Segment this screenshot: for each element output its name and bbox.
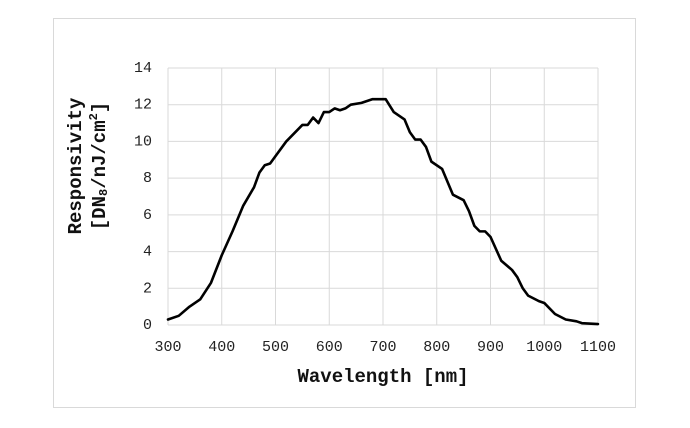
y-axis-title-line: Responsivity xyxy=(65,97,87,234)
y-tick-label: 0 xyxy=(143,317,152,334)
x-tick-label: 600 xyxy=(316,339,343,356)
x-tick-label: 900 xyxy=(477,339,504,356)
text: [DN xyxy=(89,196,111,230)
y-tick-label: 14 xyxy=(134,60,152,77)
text: ] xyxy=(89,102,111,113)
x-tick-label: 700 xyxy=(369,339,396,356)
y-tick-label: 6 xyxy=(143,207,152,224)
x-tick-label: 800 xyxy=(423,339,450,356)
x-tick-label: 400 xyxy=(208,339,235,356)
x-tick-label: 500 xyxy=(262,339,289,356)
subscript: 8 xyxy=(97,189,111,196)
y-tick-label: 4 xyxy=(143,244,152,261)
y-tick-label: 12 xyxy=(134,97,152,114)
x-tick-label: 1000 xyxy=(526,339,562,356)
y-axis-title-line: [DN8/nJ/cm2] xyxy=(87,102,111,230)
y-tick-label: 8 xyxy=(143,170,152,187)
x-axis-title: Wavelength [nm] xyxy=(297,366,468,388)
text: /nJ/cm xyxy=(89,120,111,188)
x-tick-label: 1100 xyxy=(580,339,616,356)
y-axis-title: Responsivity [DN8/nJ/cm2] xyxy=(65,97,111,234)
y-tick-label: 2 xyxy=(143,280,152,297)
x-tick-label: 300 xyxy=(154,339,181,356)
line xyxy=(166,97,600,326)
y-tick-label: 10 xyxy=(134,133,152,150)
chart-border xyxy=(53,18,636,408)
superscript: 2 xyxy=(87,113,101,120)
